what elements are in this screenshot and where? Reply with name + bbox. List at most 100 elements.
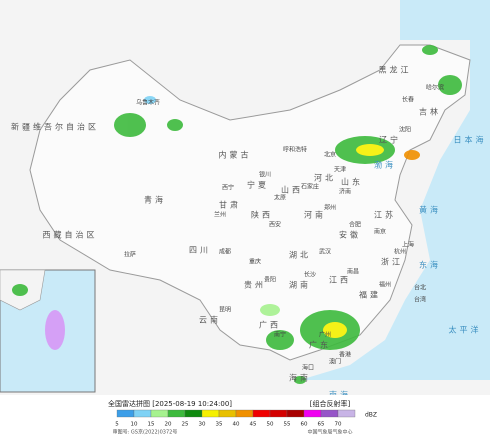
- place-label: 海口: [302, 364, 314, 372]
- place-label: 贵州: [244, 280, 266, 290]
- legend-level-label: 70: [335, 422, 342, 428]
- legend-title: 全国雷达拼图 [2025-08-19 10:24:00]: [108, 399, 232, 408]
- place-label: 济南: [339, 188, 351, 196]
- place-label: 陕西: [251, 210, 273, 220]
- place-label: 四川: [189, 246, 211, 255]
- place-label: 吉林: [419, 107, 441, 117]
- place-label: 南海: [329, 390, 351, 400]
- legend-level-label: 35: [216, 422, 223, 428]
- legend-swatch: [184, 409, 203, 418]
- place-label: 兰州: [214, 211, 226, 219]
- place-label: 河北: [314, 173, 336, 183]
- place-label: 拉萨: [124, 251, 136, 259]
- place-label: 日本海: [454, 135, 487, 145]
- legend-product: [组合反射率]: [310, 399, 351, 408]
- place-label: 太平洋: [449, 325, 482, 335]
- legend-swatch: [218, 409, 237, 418]
- place-label: 西安: [269, 221, 281, 229]
- legend-swatch: [201, 409, 220, 418]
- legend-swatch: [269, 409, 288, 418]
- place-label: 石家庄: [301, 183, 319, 191]
- place-label: 长春: [402, 96, 414, 104]
- legend-unit: dBZ: [365, 412, 377, 419]
- place-label: 北京: [324, 151, 336, 159]
- legend-level-label: 65: [318, 422, 325, 428]
- place-label: 新疆维吾尔自治区: [11, 122, 99, 132]
- place-label: 江苏: [374, 210, 396, 220]
- place-label: 南京: [374, 228, 386, 236]
- place-label: 银川: [259, 171, 271, 179]
- legend-level-label: 15: [148, 422, 155, 428]
- place-label: 东海: [419, 260, 441, 270]
- place-label: 甘肃: [219, 200, 241, 210]
- place-label: 福州: [379, 281, 391, 289]
- legend-swatch: [320, 409, 339, 418]
- legend-level-label: 55: [284, 422, 291, 428]
- place-label: 杭州: [394, 248, 406, 256]
- place-label: 青海: [144, 195, 166, 205]
- legend-swatch: [133, 409, 152, 418]
- place-label: 台北: [414, 284, 426, 292]
- legend-swatch: [167, 409, 186, 418]
- legend-level-label: 60: [301, 422, 308, 428]
- legend-level-label: 45: [250, 422, 257, 428]
- place-label: 江西: [329, 276, 351, 285]
- place-label: 贵阳: [264, 276, 276, 284]
- place-label: 内蒙古: [219, 150, 252, 160]
- legend-level-label: 30: [199, 422, 206, 428]
- place-label: 成都: [219, 248, 231, 256]
- legend-level-label: 10: [131, 422, 138, 428]
- sea: [300, 0, 490, 380]
- place-label: 渤海: [374, 160, 396, 170]
- place-label: 山东: [341, 177, 363, 187]
- place-label: 昆明: [219, 307, 231, 314]
- place-label: 郑州: [324, 204, 336, 212]
- place-label: 台湾: [414, 296, 426, 304]
- place-label: 广西: [259, 320, 281, 330]
- legend-level-label: 5: [115, 422, 119, 428]
- legend-swatch: [337, 409, 356, 418]
- legend-level-label: 50: [267, 422, 274, 428]
- place-label: 南宁: [274, 331, 286, 339]
- place-label: 黑龙江: [379, 65, 412, 75]
- place-label: 合肥: [349, 221, 361, 229]
- place-label: 南昌: [347, 268, 359, 276]
- place-label: 天津: [334, 167, 346, 174]
- radar-echoes: [12, 45, 462, 384]
- place-label: 云南: [199, 315, 221, 325]
- place-label: 澳门: [329, 358, 341, 366]
- place-label: 山西: [281, 185, 303, 195]
- place-label: 安徽: [339, 230, 361, 240]
- place-label: 广东: [309, 340, 331, 350]
- place-label: 沈阳: [399, 126, 411, 134]
- place-label: 西宁: [222, 184, 234, 192]
- place-label: 呼和浩特: [283, 146, 307, 154]
- place-label: 哈尔滨: [426, 84, 444, 92]
- source: 中国气象局气象中心: [307, 429, 352, 436]
- place-label: 海南: [289, 373, 311, 383]
- legend-swatch: [252, 409, 271, 418]
- place-label: 辽宁: [379, 135, 401, 145]
- legend-swatch: [303, 409, 322, 418]
- place-label: 河南: [304, 210, 326, 220]
- place-label: 上海: [402, 241, 414, 249]
- place-label: 湖南: [289, 280, 311, 290]
- legend-level-label: 20: [165, 422, 172, 428]
- place-label: 武汉: [319, 248, 331, 256]
- place-label: 乌鲁木齐: [136, 99, 160, 107]
- place-label: 太原: [274, 194, 286, 202]
- place-label: 广州: [319, 331, 331, 339]
- place-label: 浙江: [381, 257, 403, 267]
- place-label: 宁夏: [247, 180, 269, 190]
- place-label: 湖北: [289, 251, 311, 260]
- legend-swatch: [286, 409, 305, 418]
- place-label: 重庆: [249, 258, 261, 266]
- approval-number: 审图号: GS京(2022)0372号: [113, 429, 178, 436]
- place-label: 香港: [339, 351, 351, 359]
- place-label: 西藏自治区: [43, 230, 98, 240]
- legend-level-label: 25: [182, 422, 189, 428]
- place-label: 福建: [359, 290, 381, 300]
- place-label: 长沙: [304, 271, 316, 279]
- legend-swatch: [150, 409, 169, 418]
